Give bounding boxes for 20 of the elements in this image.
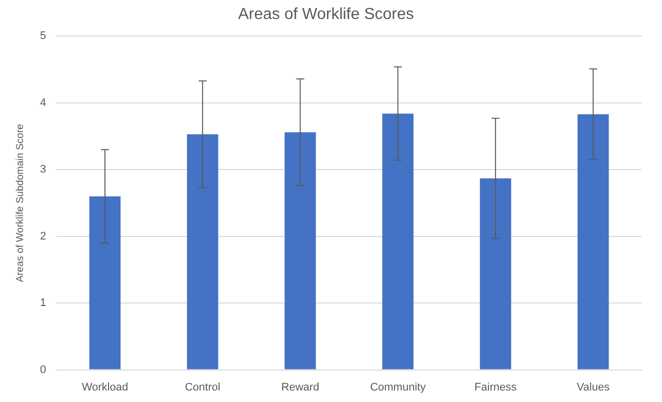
y-tick-label: 5 xyxy=(40,30,46,42)
bar xyxy=(186,134,218,370)
x-tick-label: Control xyxy=(184,381,220,394)
y-tick-label: 4 xyxy=(40,96,46,109)
bar xyxy=(382,114,414,370)
chart-title: Areas of Worklife Scores xyxy=(238,6,414,24)
bar xyxy=(89,196,121,370)
bar xyxy=(578,114,609,370)
bar xyxy=(284,132,316,370)
y-tick-label: 1 xyxy=(40,297,46,310)
bar xyxy=(480,178,512,370)
y-axis-title: Areas of Worklife Subdomain Score xyxy=(14,123,26,282)
x-tick-label: Workload xyxy=(82,381,128,394)
y-tick-label: 0 xyxy=(40,364,46,376)
y-tick-label: 3 xyxy=(40,164,46,176)
y-tick-label: 2 xyxy=(40,230,46,242)
x-tick-label: Reward xyxy=(281,381,320,394)
x-tick-label: Fairness xyxy=(474,381,518,394)
x-tick-label: Community xyxy=(370,381,426,394)
x-tick-label: Values xyxy=(576,381,610,394)
